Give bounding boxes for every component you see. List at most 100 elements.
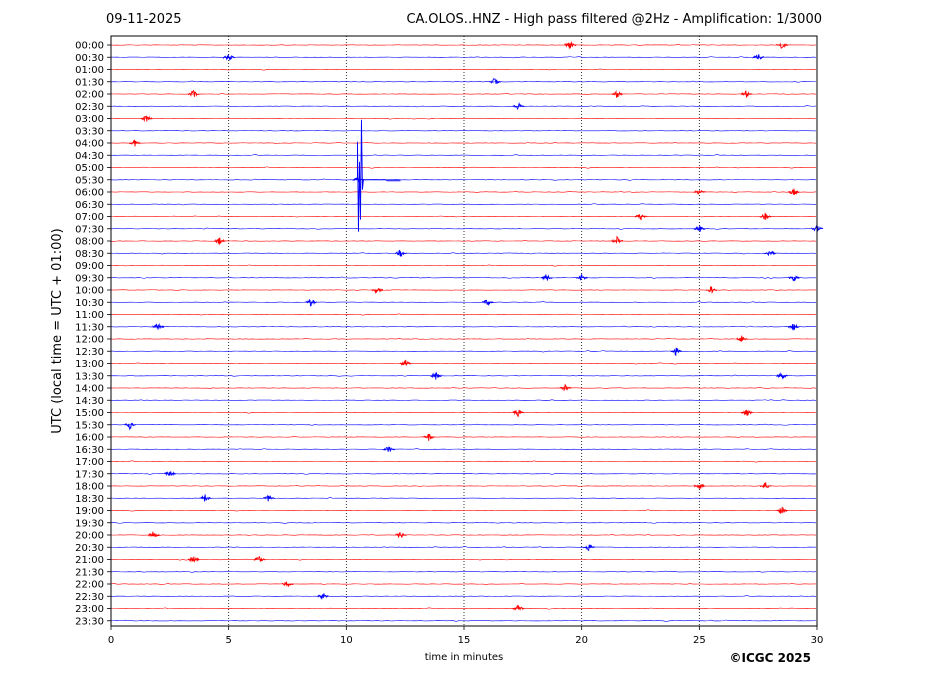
event-burst [776,506,788,515]
event-burst [317,593,329,600]
y-tick-label: 06:00 [75,188,104,199]
trace-row [110,215,817,218]
trace-row [110,130,817,132]
event-burst [187,556,200,563]
event-burst [576,273,588,281]
x-tick-label: 10 [340,635,353,646]
chart-date: 09-11-2025 [106,12,182,27]
event-burst [223,54,235,61]
trace-row [110,338,816,341]
y-tick-label: 08:30 [75,249,104,260]
event-burst [670,347,683,356]
trace-row [110,448,817,450]
y-tick-label: 16:30 [75,445,104,456]
event-burst [740,409,753,417]
y-tick-label: 04:00 [75,139,104,150]
event-burst [759,482,772,489]
y-tick-label: 17:00 [75,457,104,468]
y-tick-label: 20:00 [75,531,104,542]
trace-row [110,227,817,230]
y-tick-label: 20:30 [75,543,104,554]
event-burst [512,409,525,418]
y-tick-label: 02:30 [75,102,104,113]
trace-row [110,374,817,377]
event-burst [776,371,788,380]
y-tick-label: 08:00 [75,237,104,248]
y-tick-label: 23:00 [75,604,104,615]
trace-row [110,56,817,59]
event-burst [611,235,624,244]
event-burst [383,446,395,452]
event-burst [147,531,160,537]
event-burst [740,90,753,99]
event-burst [752,54,765,60]
gridlines [228,36,700,626]
trace-row [110,313,817,316]
trace-row [110,399,817,402]
trace-row [110,92,817,95]
trace-row [110,350,817,353]
trace-row [110,276,817,279]
x-tick-label: 20 [575,635,588,646]
y-tick-label: 07:00 [75,212,104,223]
event-burst [282,581,294,588]
trace-row [110,583,817,586]
trace-row [110,595,817,598]
event-burst [788,188,800,195]
trace-row [110,203,817,206]
x-tick-label: 15 [458,635,471,646]
event-burst [395,531,407,539]
trace-row [110,558,817,561]
y-tick-label: 04:30 [75,151,104,162]
x-tick-label: 0 [108,635,114,646]
trace-row [110,44,817,46]
event-burst [559,383,572,391]
event-burst [540,274,553,281]
y-tick-label: 09:30 [75,273,104,284]
y-tick-label: 14:30 [75,396,104,407]
event-burst [693,189,706,195]
credit: ©ICGC 2025 [729,651,811,665]
trace-row [110,570,817,573]
y-tick-label: 15:00 [75,408,104,419]
trace-row [110,141,817,144]
trace-row [110,533,817,537]
event-burst [489,78,501,85]
trace-row [110,472,817,475]
events [124,41,824,611]
event-burst [140,115,153,123]
trace-row [110,252,817,255]
y-tick-label: 12:00 [75,335,104,346]
y-tick-label: 05:00 [75,163,104,174]
y-tick-label: 02:00 [75,90,104,101]
x-tick-label: 30 [811,635,824,646]
y-axis-label: UTC (local time = UTC + 01:00) [50,228,65,433]
trace-row [110,239,817,242]
event-burst [152,322,165,330]
event-burst [705,286,718,294]
y-tick-label: 13:30 [75,371,104,382]
event-burst [482,299,494,307]
trace-row [110,325,817,328]
y-tick-label: 22:30 [75,592,104,603]
y-tick-label: 07:30 [75,224,104,235]
y-tick-label: 00:00 [75,41,104,52]
x-tick-label: 25 [693,635,706,646]
event-burst [187,89,200,98]
trace-row [110,509,817,512]
y-tick-label: 16:00 [75,433,104,444]
y-tick-label: 18:00 [75,482,104,493]
event-burst [759,212,772,220]
y-tick-label: 03:30 [75,126,104,137]
trace-row [110,497,816,500]
y-tick-label: 21:00 [75,555,104,566]
y-tick-label: 21:30 [75,567,104,578]
trace-row [110,521,817,524]
y-tick-label: 10:00 [75,286,104,297]
event-burst [564,41,577,49]
y-tick-label: 19:30 [75,518,104,529]
trace-row [110,619,817,622]
event-burst [693,483,706,490]
trace-row [110,387,817,390]
